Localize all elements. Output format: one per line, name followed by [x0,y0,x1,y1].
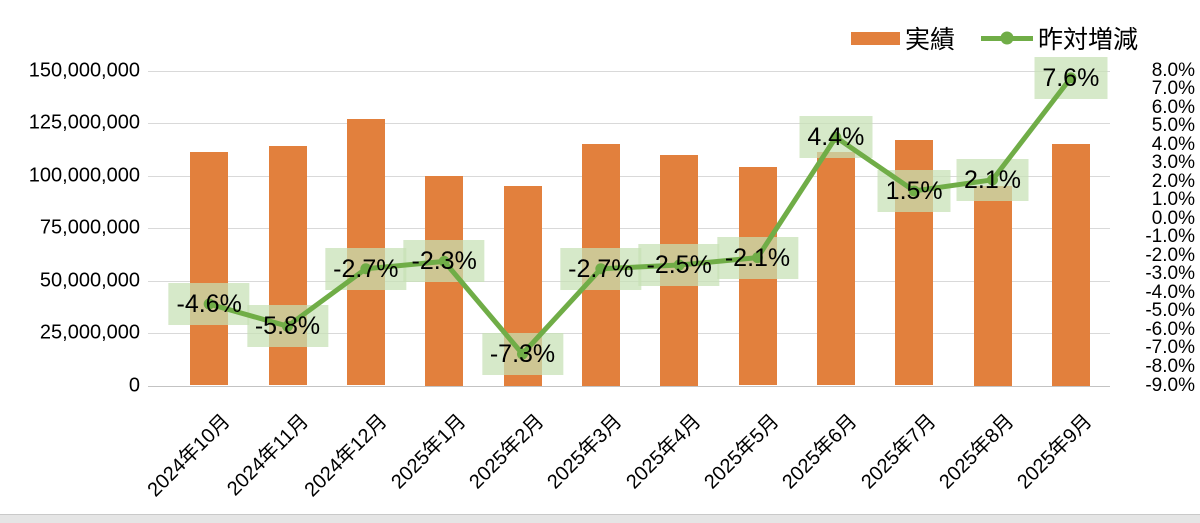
right-axis-tick: -1.0% [1145,226,1195,248]
right-axis-tick: 3.0% [1151,152,1195,174]
right-axis-tick: -8.0% [1145,355,1195,377]
line-marker-dot-icon [1000,31,1014,45]
legend-item-actual: 実績 [850,20,955,56]
x-axis-label: 2024年11月 [223,410,314,501]
x-axis-label: 2025年9月 [1013,410,1097,494]
right-axis-tick: 0.0% [1151,207,1195,229]
x-axis-label: 2025年7月 [856,410,940,494]
legend-item-yoy: 昨対増減 [980,20,1138,56]
right-axis-tick: -7.0% [1145,337,1195,359]
x-axis-label: 2025年6月 [778,410,862,494]
x-axis-label: 2025年5月 [700,410,784,494]
data-label: -5.8% [254,312,321,341]
x-axis-label: 2024年10月 [143,410,235,502]
right-axis-tick: -5.0% [1145,300,1195,322]
left-axis-tick: 75,000,000 [39,216,140,239]
right-axis-tick: -2.0% [1145,244,1195,266]
bar [973,186,1012,386]
grid-line [148,70,1110,72]
bar [816,152,855,386]
left-axis-tick: 150,000,000 [28,59,140,81]
right-axis-tick: -9.0% [1145,374,1195,396]
data-label: 1.5% [885,176,943,205]
bar [268,146,307,386]
data-label: -2.7% [333,254,399,283]
right-axis-tick: -3.0% [1145,263,1195,285]
data-label: -2.3% [411,247,477,276]
data-label: 2.1% [964,165,1021,194]
data-label: -2.1% [724,243,791,272]
right-axis-tick: -6.0% [1145,318,1195,340]
data-label: 7.6% [1042,63,1100,92]
bottom-edge-strip [0,514,1200,523]
left-axis-tick: 100,000,000 [28,164,140,186]
x-axis-label: 2025年4月 [621,410,705,494]
legend-label-yoy: 昨対増減 [1037,26,1138,54]
x-axis-label: 2025年3月 [543,410,627,494]
right-axis-tick: 5.0% [1151,115,1195,137]
x-axis-label: 2024年12月 [300,410,392,502]
left-axis-tick: 25,000,000 [39,321,140,344]
bar [190,152,229,386]
left-axis-tick: 50,000,000 [39,269,140,291]
grid-line [148,123,1110,124]
right-axis-tick: 8.0% [1151,59,1195,81]
data-label: -2.5% [646,251,712,280]
right-axis-tick: 7.0% [1151,78,1195,100]
left-axis-tick: 0 [128,374,140,396]
right-axis-tick: 6.0% [1151,96,1195,118]
legend-label-actual: 実績 [904,26,955,54]
data-label: -2.7% [568,254,634,283]
x-axis-label: 2025年2月 [465,410,549,494]
yoy-line [206,75,1074,357]
x-axis-label: 2025年8月 [935,410,1019,494]
line-series-swatch [980,31,1033,45]
data-label: -7.3% [489,340,556,368]
data-label: 4.4% [807,123,865,152]
right-axis-tick: 2.0% [1151,170,1195,192]
bar [1051,144,1090,386]
legend: 実績 昨対増減 [850,20,1138,56]
left-axis-tick: 125,000,000 [28,111,140,134]
right-axis-tick: -4.0% [1145,281,1195,303]
right-axis-tick: 1.0% [1151,189,1195,211]
right-axis-tick: 4.0% [1151,133,1195,155]
x-axis-line [148,385,1110,387]
bar-series-swatch [850,31,900,45]
data-label: -4.6% [176,289,242,318]
x-axis-label: 2025年1月 [386,410,470,494]
